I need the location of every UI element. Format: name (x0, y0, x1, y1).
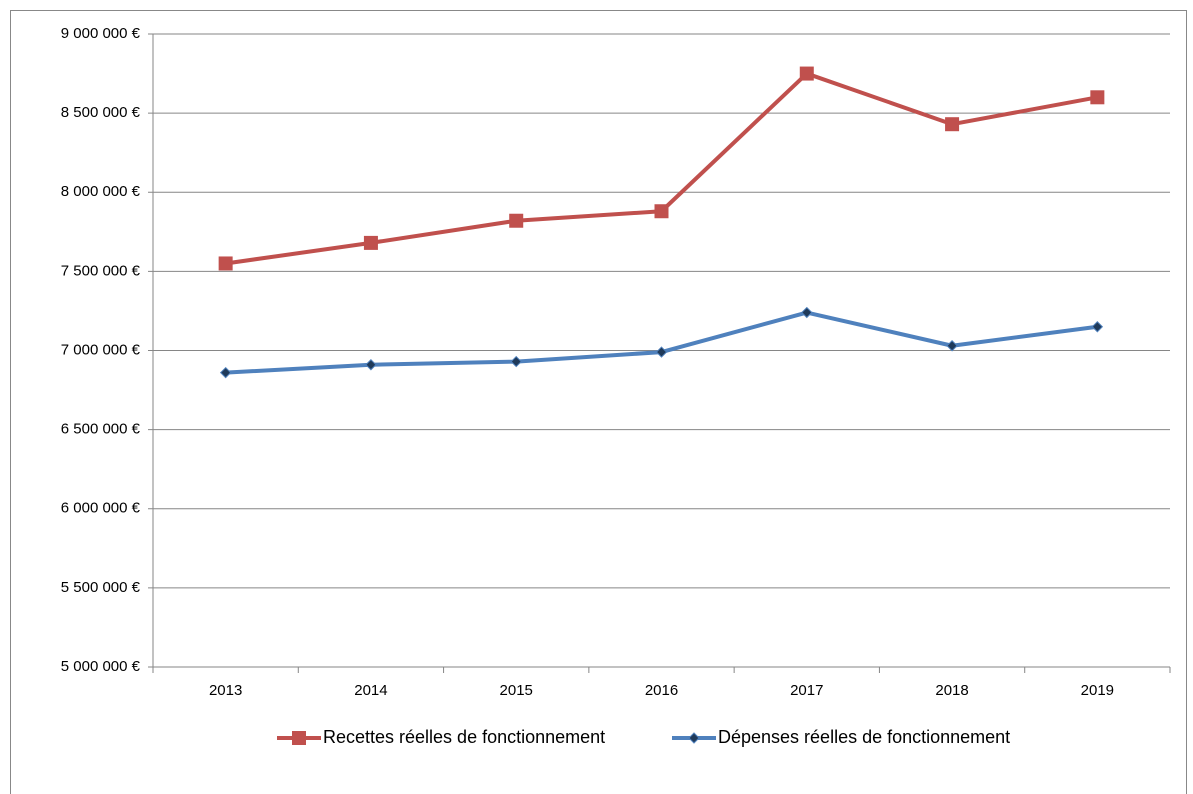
x-tick-label: 2018 (935, 682, 968, 699)
legend-label: Recettes réelles de fonctionnement (323, 727, 605, 747)
data-point (219, 366, 232, 379)
y-tick-label: 7 000 000 € (61, 341, 141, 358)
x-tick-label: 2013 (209, 682, 242, 699)
data-point (654, 204, 669, 219)
data-point (1091, 321, 1104, 333)
data-point (1090, 90, 1105, 105)
data-point (799, 66, 814, 81)
y-tick-label: 8 500 000 € (61, 104, 141, 121)
y-tick-label: 6 000 000 € (61, 500, 141, 517)
y-tick-label: 7 500 000 € (61, 262, 141, 279)
y-tick-label: 5 000 000 € (61, 658, 141, 675)
legend-marker (292, 731, 306, 745)
data-point (801, 306, 813, 319)
legend-label: Dépenses réelles de fonctionnement (718, 727, 1010, 747)
legend-marker (688, 732, 700, 744)
y-tick-label: 6 500 000 € (61, 421, 141, 438)
data-point (365, 359, 377, 371)
data-point (509, 213, 524, 228)
x-tick-label: 2017 (790, 682, 823, 699)
data-point (363, 235, 378, 250)
x-tick-label: 2015 (500, 682, 533, 699)
y-tick-label: 5 500 000 € (61, 579, 141, 596)
x-tick-label: 2014 (354, 682, 387, 699)
chart-border (10, 10, 1187, 794)
x-tick-label: 2019 (1081, 682, 1114, 699)
data-point (218, 256, 233, 271)
y-tick-label: 9 000 000 € (61, 25, 141, 42)
data-point (655, 346, 668, 358)
data-point (945, 117, 960, 132)
x-tick-label: 2016 (645, 682, 678, 699)
data-point (946, 340, 958, 352)
data-point (510, 355, 522, 368)
y-tick-label: 8 000 000 € (61, 183, 141, 200)
